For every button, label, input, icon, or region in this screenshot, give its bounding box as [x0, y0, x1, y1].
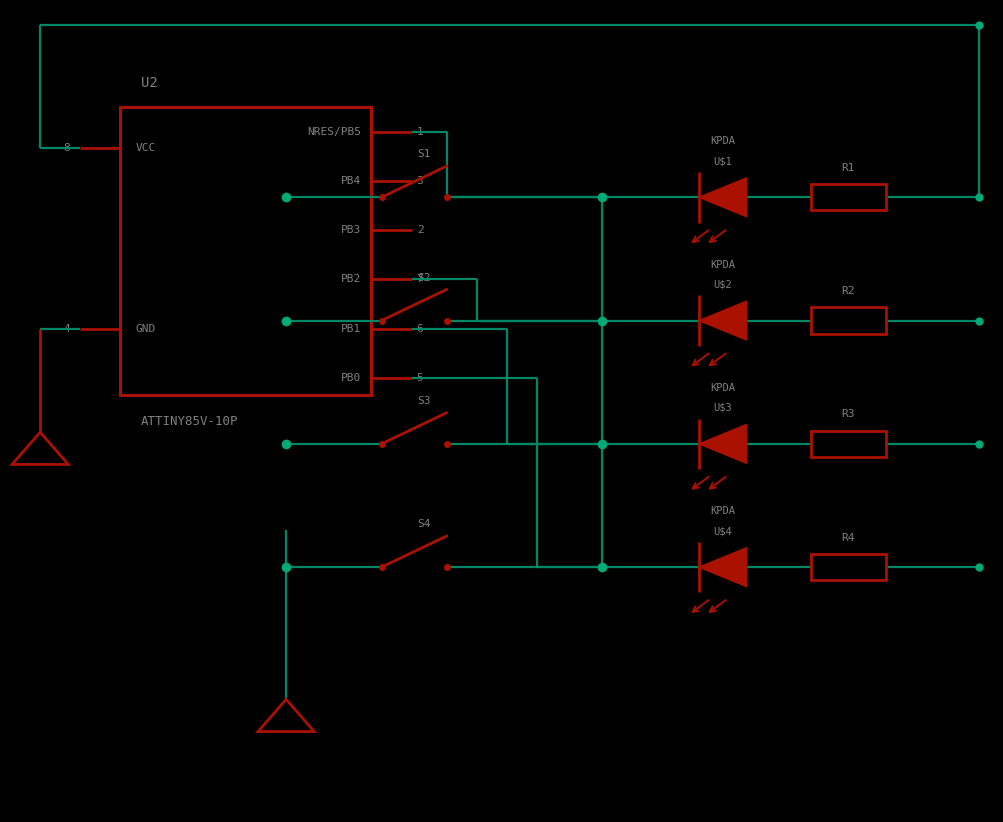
Text: R1: R1	[841, 163, 855, 173]
Text: VCC: VCC	[135, 143, 155, 153]
Text: 5: 5	[416, 373, 423, 383]
Text: KPDA: KPDA	[710, 383, 734, 393]
Text: 4: 4	[63, 324, 70, 334]
Text: KPDA: KPDA	[710, 260, 734, 270]
Bar	[810, 554, 885, 580]
Text: 1: 1	[416, 127, 423, 136]
Text: 6: 6	[416, 324, 423, 334]
Bar	[810, 184, 885, 210]
Text: 7: 7	[416, 275, 423, 284]
Polygon shape	[698, 424, 746, 464]
Polygon shape	[698, 301, 746, 340]
Text: 3: 3	[416, 176, 423, 186]
Text: PB1: PB1	[341, 324, 361, 334]
Text: GND: GND	[135, 324, 155, 334]
Text: S1: S1	[417, 150, 430, 159]
Polygon shape	[698, 178, 746, 217]
Bar	[810, 431, 885, 457]
Text: R4: R4	[841, 533, 855, 543]
Text: PB3: PB3	[341, 225, 361, 235]
Text: U$3: U$3	[713, 403, 731, 413]
Text: NRES/PB5: NRES/PB5	[307, 127, 361, 136]
Text: U2: U2	[140, 76, 157, 90]
Text: R3: R3	[841, 409, 855, 419]
Text: 8: 8	[63, 143, 70, 153]
Text: U$2: U$2	[713, 279, 731, 289]
Text: 2: 2	[416, 225, 423, 235]
Polygon shape	[698, 547, 746, 587]
Text: PB4: PB4	[341, 176, 361, 186]
Text: ATTINY85V-10P: ATTINY85V-10P	[140, 415, 238, 428]
Text: R2: R2	[841, 286, 855, 296]
Text: U$1: U$1	[713, 156, 731, 166]
Text: S4: S4	[417, 520, 430, 529]
Text: PB2: PB2	[341, 275, 361, 284]
Text: U$4: U$4	[713, 526, 731, 536]
Bar	[810, 307, 885, 334]
Text: KPDA: KPDA	[710, 136, 734, 146]
Text: S3: S3	[417, 396, 430, 406]
Bar	[120, 107, 371, 395]
Text: PB0: PB0	[341, 373, 361, 383]
Text: S2: S2	[417, 273, 430, 283]
Text: KPDA: KPDA	[710, 506, 734, 516]
